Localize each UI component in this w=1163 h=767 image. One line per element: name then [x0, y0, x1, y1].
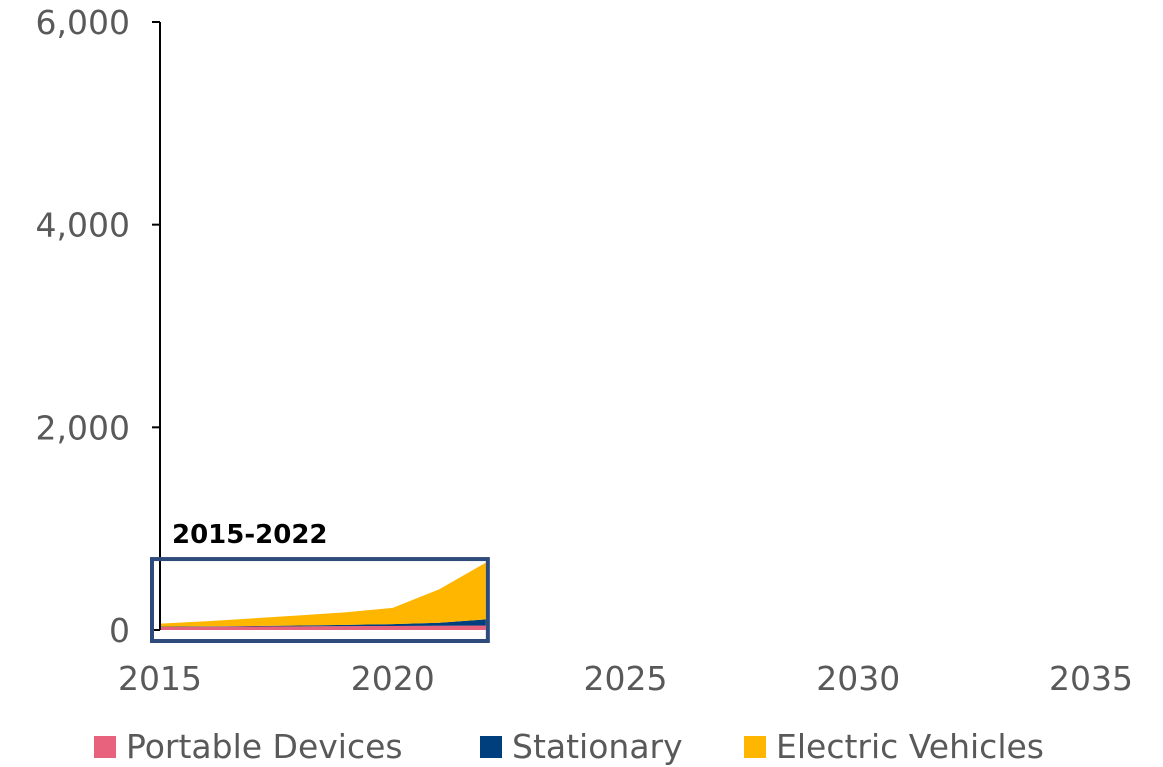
legend: Portable Devices Stationary Electric Vehic… [94, 727, 1044, 766]
legend-label: Stationary [512, 727, 683, 766]
area-series-1 [160, 619, 486, 627]
y-tick-label: 2,000 [36, 408, 130, 447]
x-tick-label: 2030 [816, 659, 900, 698]
area-series-2 [160, 562, 486, 627]
legend-swatch [94, 736, 116, 758]
legend-label: Electric Vehicles [776, 727, 1044, 766]
highlight-box [150, 557, 490, 643]
y-axis-ticks: 0 2,000 4,000 6,000 [36, 3, 160, 650]
x-tick-label: 2020 [351, 659, 435, 698]
legend-swatch [744, 736, 766, 758]
x-tick-label: 2025 [584, 659, 668, 698]
series-areas [160, 562, 486, 630]
x-axis-ticks: 2015 2020 2025 2030 2035 [118, 659, 1133, 698]
y-tick-label: 6,000 [36, 3, 130, 42]
highlight-label: 2015-2022 [172, 520, 328, 550]
x-tick-label: 2015 [118, 659, 202, 698]
legend-label: Portable Devices [126, 727, 403, 766]
x-tick-label: 2035 [1049, 659, 1133, 698]
area-series-0 [160, 625, 486, 630]
legend-swatch [480, 736, 502, 758]
y-tick-label: 0 [109, 611, 130, 650]
y-tick-label: 4,000 [36, 206, 130, 245]
